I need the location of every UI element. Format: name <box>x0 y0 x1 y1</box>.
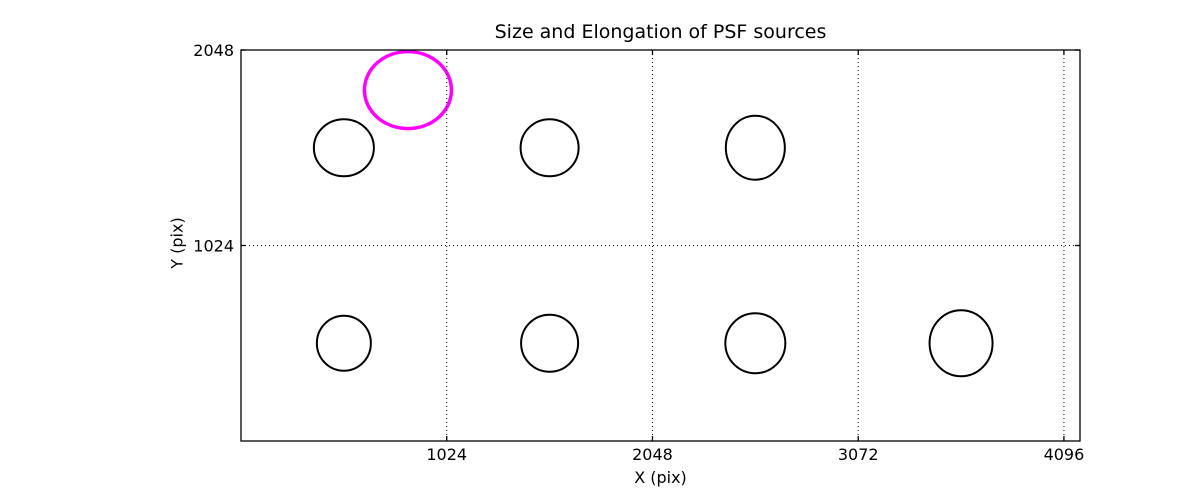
y-tick-label: 1024 <box>193 236 234 255</box>
psf-source-ellipse <box>724 312 787 375</box>
highlighted-source-ellipse <box>362 49 454 131</box>
psf-source-ellipse <box>928 309 994 378</box>
x-tick-label: 2048 <box>632 445 673 464</box>
x-axis-label: X (pix) <box>634 468 687 487</box>
x-tick-label: 4096 <box>1044 445 1085 464</box>
psf-source-ellipse <box>519 118 580 178</box>
y-tick-label: 2048 <box>193 41 234 60</box>
x-tick-label: 3072 <box>838 445 879 464</box>
axes-border <box>240 49 1081 442</box>
x-tick-label: 1024 <box>426 445 467 464</box>
psf-source-ellipse <box>520 313 580 373</box>
chart-title: Size and Elongation of PSF sources <box>494 21 827 43</box>
psf-source-ellipse <box>315 314 372 372</box>
psf-source-ellipse <box>312 118 375 178</box>
psf-source-ellipse <box>724 114 786 181</box>
y-axis-label: Y (pix) <box>167 217 187 269</box>
